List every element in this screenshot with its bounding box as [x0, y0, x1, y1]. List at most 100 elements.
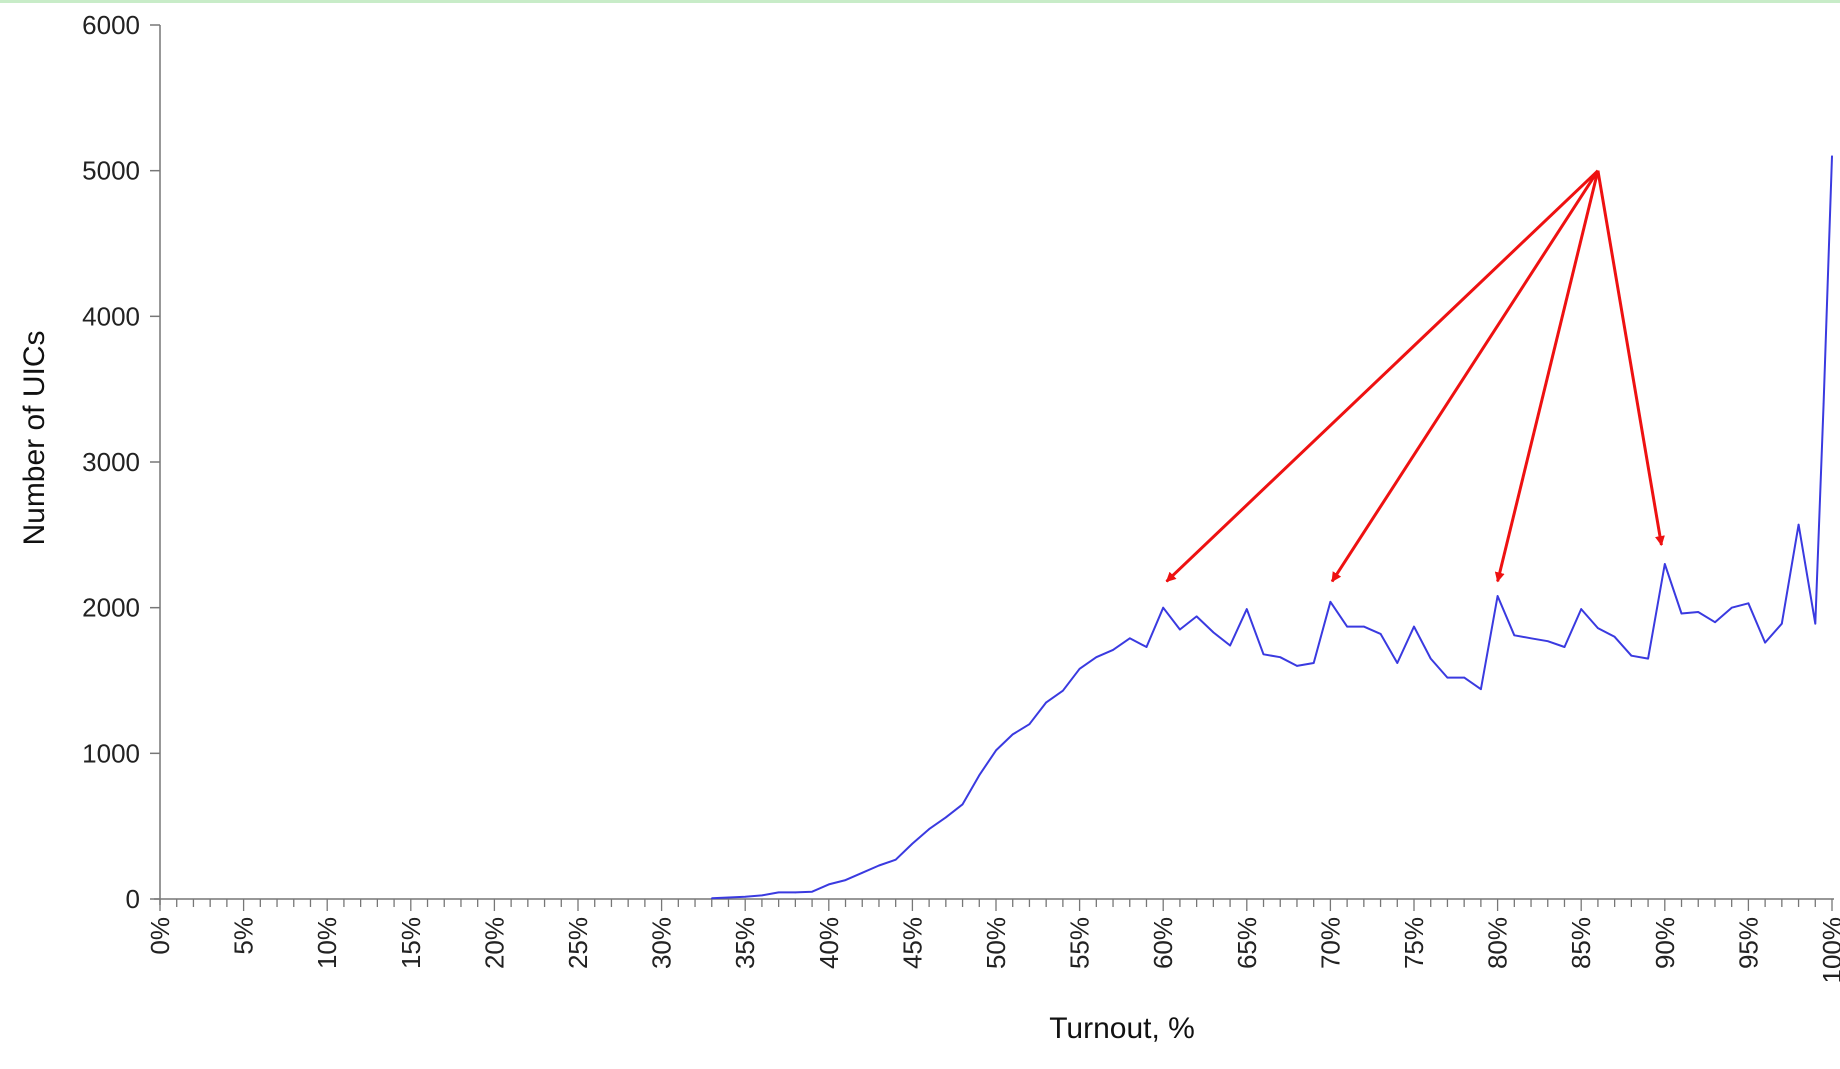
data-point: [1747, 602, 1750, 605]
x-tick-label: 30%: [647, 917, 677, 969]
y-tick-label: 5000: [82, 156, 140, 186]
x-tick-label: 80%: [1483, 917, 1513, 969]
data-point: [1546, 640, 1549, 642]
data-point: [1011, 733, 1014, 736]
data-point: [1212, 631, 1215, 634]
data-point: [710, 897, 713, 900]
data-point: [1730, 606, 1733, 609]
x-tick-label: 20%: [479, 917, 509, 969]
data-point: [1597, 627, 1599, 629]
data-point: [844, 879, 847, 881]
series-line: [711, 156, 1833, 900]
data-point: [928, 828, 930, 830]
y-tick-label: 0: [126, 884, 140, 914]
data-point: [1329, 601, 1332, 603]
x-tick-label: 90%: [1650, 917, 1680, 969]
data-point: [744, 896, 746, 898]
x-tick-label: 40%: [814, 917, 844, 969]
data-point: [1312, 662, 1315, 664]
data-point: [1229, 644, 1231, 647]
data-point: [1262, 653, 1265, 656]
y-tick-label: 2000: [82, 593, 140, 623]
x-tick-label: 100%: [1817, 917, 1840, 984]
data-point: [1279, 656, 1282, 658]
y-tick-label: 4000: [82, 301, 140, 331]
x-tick-label: 55%: [1065, 917, 1095, 969]
data-point: [1480, 688, 1482, 691]
data-point: [1831, 155, 1833, 157]
data-point: [794, 891, 797, 894]
data-point: [1664, 563, 1666, 565]
data-point: [1814, 622, 1817, 625]
data-point: [1045, 701, 1047, 704]
data-point: [1647, 657, 1649, 660]
x-tick-label: 10%: [312, 917, 342, 969]
data-point: [761, 894, 763, 897]
data-point: [894, 858, 897, 861]
data-point: [1613, 636, 1616, 638]
x-axis-title: Turnout, %: [1049, 1012, 1195, 1045]
data-point: [1496, 595, 1499, 597]
data-point: [1697, 611, 1700, 613]
data-point: [1095, 656, 1098, 658]
data-point: [1145, 646, 1148, 648]
data-point: [911, 842, 914, 845]
data-point: [1246, 608, 1248, 610]
data-point: [1781, 622, 1783, 625]
x-tick-label: 35%: [730, 917, 760, 969]
data-point: [878, 864, 880, 867]
data-point: [1396, 662, 1399, 664]
annotation-arrow: [1596, 170, 1665, 547]
data-point: [1379, 633, 1382, 635]
data-point: [1714, 621, 1716, 624]
data-point: [1580, 608, 1582, 610]
data-point: [1764, 641, 1766, 644]
data-point: [811, 890, 813, 893]
x-tick-label: 60%: [1148, 917, 1178, 969]
data-point: [1463, 676, 1465, 679]
x-tick-label: 85%: [1566, 917, 1596, 969]
annotation-arrow: [1165, 169, 1599, 583]
data-point: [995, 749, 997, 752]
top-frame-line: [0, 0, 1840, 3]
data-point: [1078, 668, 1081, 670]
data-point: [1346, 625, 1348, 628]
data-point: [1062, 689, 1064, 692]
y-tick-label: 6000: [82, 10, 140, 40]
data-point: [1413, 625, 1415, 628]
data-point: [1128, 637, 1131, 640]
data-point: [1563, 646, 1566, 648]
data-point: [1028, 723, 1031, 725]
data-point: [1162, 606, 1164, 609]
x-tick-label: 50%: [981, 917, 1011, 969]
x-tick-label: 25%: [563, 917, 593, 969]
data-point: [1363, 625, 1365, 628]
data-point: [978, 774, 981, 776]
data-point: [727, 896, 730, 899]
data-point: [1822, 402, 1825, 405]
data-point: [1630, 654, 1633, 657]
data-point: [1680, 612, 1683, 615]
x-tick-label: 65%: [1232, 917, 1262, 969]
y-axis-title: Number of UICs: [18, 330, 51, 545]
x-tick-label: 75%: [1399, 917, 1429, 969]
annotation-arrow: [1330, 169, 1600, 583]
x-tick-label: 0%: [145, 917, 175, 955]
data-point: [828, 883, 830, 886]
annotation-arrow: [1494, 170, 1600, 583]
data-point: [1513, 634, 1516, 637]
data-point: [1179, 628, 1181, 631]
data-point: [961, 803, 964, 806]
data-point: [1429, 657, 1432, 660]
data-point: [1530, 637, 1532, 640]
x-tick-label: 70%: [1315, 917, 1345, 969]
y-tick-label: 3000: [82, 447, 140, 477]
data-point: [777, 891, 780, 894]
x-tick-label: 45%: [897, 917, 927, 969]
data-point: [1195, 615, 1198, 618]
y-tick-label: 1000: [82, 738, 140, 768]
data-point: [861, 871, 864, 874]
data-point: [1446, 676, 1449, 679]
x-tick-label: 15%: [396, 917, 426, 969]
